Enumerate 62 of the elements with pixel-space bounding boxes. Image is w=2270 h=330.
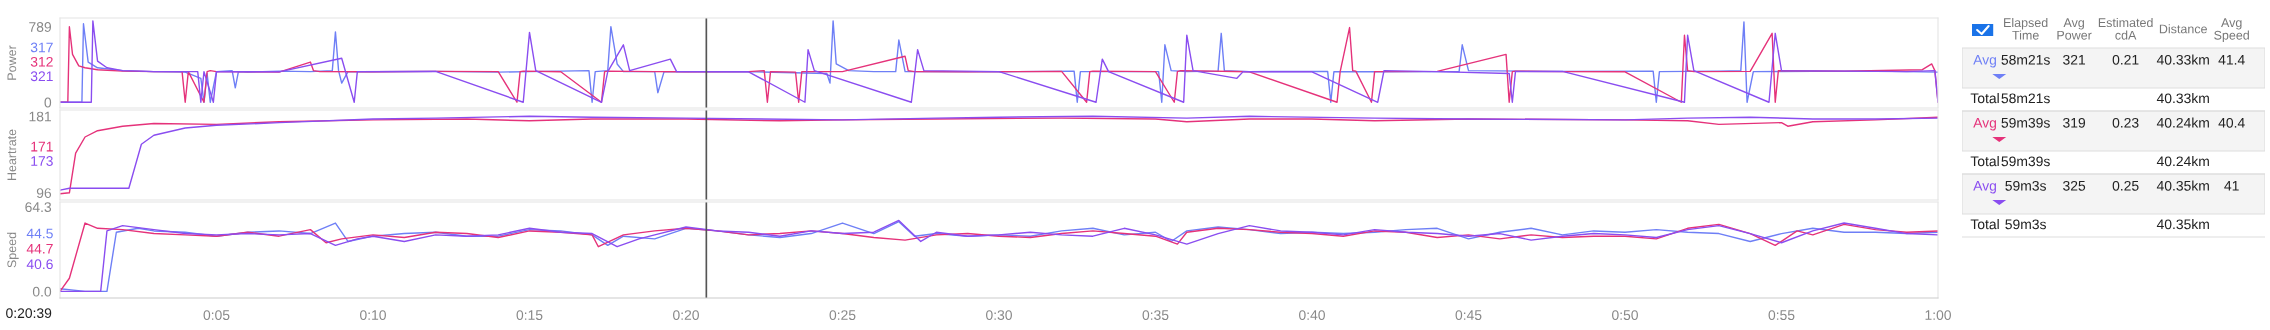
text: 319 — [2063, 117, 2086, 128]
text: Total — [1970, 156, 1999, 167]
text: 173 — [31, 156, 53, 166]
text: 59m39s — [2001, 117, 2050, 128]
y-axis-title: Power — [7, 45, 17, 80]
text: 0.25 — [2112, 180, 2139, 191]
text: 41.4 — [2218, 55, 2245, 65]
text: 321 — [2063, 54, 2086, 65]
text: Avg — [1973, 181, 1996, 194]
text: 0.23 — [2112, 117, 2139, 128]
text: 40.24km — [2156, 156, 2209, 167]
text: 40.24km — [2156, 117, 2209, 128]
text: Total — [1970, 93, 1999, 104]
text: 321 — [30, 71, 53, 82]
x-tick-label: 0:25 — [829, 310, 856, 321]
y-tick-label: 64.3 — [25, 202, 52, 213]
text: 58m21s — [2001, 54, 2050, 65]
y-tick-label: 0.0 — [32, 286, 52, 297]
text: 41 — [2224, 181, 2239, 191]
text: 40.4 — [2218, 117, 2245, 128]
text: Avg — [1973, 118, 1996, 131]
text: 44.7 — [26, 244, 53, 254]
x-tick-label: 0:55 — [1768, 310, 1795, 321]
text: 325 — [2063, 180, 2086, 191]
x-tick-label: 0:10 — [360, 310, 386, 321]
text: 40.6 — [26, 259, 53, 270]
x-tick-label: 0:15 — [516, 310, 543, 321]
x-tick-label: 0:45 — [1455, 310, 1482, 321]
text: 0.21 — [2112, 54, 2139, 65]
category-label: Distance — [2159, 24, 2207, 34]
x-tick-label: 0:40 — [1299, 310, 1325, 321]
category-label: Avg Power — [2057, 18, 2092, 40]
text: Total — [1970, 219, 1999, 230]
text: 317 — [30, 42, 53, 53]
y-axis-title: Speed — [7, 232, 19, 268]
x-tick-label: 0:50 — [1612, 310, 1638, 321]
y-tick-label: 0 — [44, 97, 52, 108]
text: 58m21s — [2001, 93, 2050, 104]
text: 40.33km — [2156, 54, 2209, 65]
text: 171 — [31, 141, 53, 152]
text: 312 — [30, 56, 53, 67]
x-tick-label: 0:30 — [986, 310, 1012, 321]
y-tick-label: 181 — [29, 111, 51, 122]
text: 40.35km — [2156, 180, 2209, 191]
x-tick-label: 0:20 — [673, 310, 699, 321]
category-label: Estimated cdA — [2098, 17, 2153, 40]
y-tick-label: 789 — [29, 22, 52, 32]
y-tick-label: 96 — [36, 188, 52, 198]
text: Avg — [1973, 55, 1996, 68]
text: 40.33km — [2156, 93, 2209, 104]
x-tick-label: 0:35 — [1142, 310, 1169, 321]
text: 44.5 — [26, 228, 53, 239]
text: 59m3s — [2005, 219, 2046, 230]
text: 59m3s — [2005, 180, 2046, 191]
y-axis-title: Heartrate — [7, 129, 17, 181]
category-label: Avg Speed — [2214, 18, 2249, 43]
text: 0:20:39 — [6, 308, 52, 319]
x-tick-label: 1:00 — [1925, 310, 1951, 321]
x-tick-label: 0:05 — [203, 310, 230, 321]
text: 40.35km — [2156, 219, 2209, 230]
text: 59m39s — [2001, 156, 2050, 167]
category-label: Elapsed Time — [2004, 17, 2048, 40]
